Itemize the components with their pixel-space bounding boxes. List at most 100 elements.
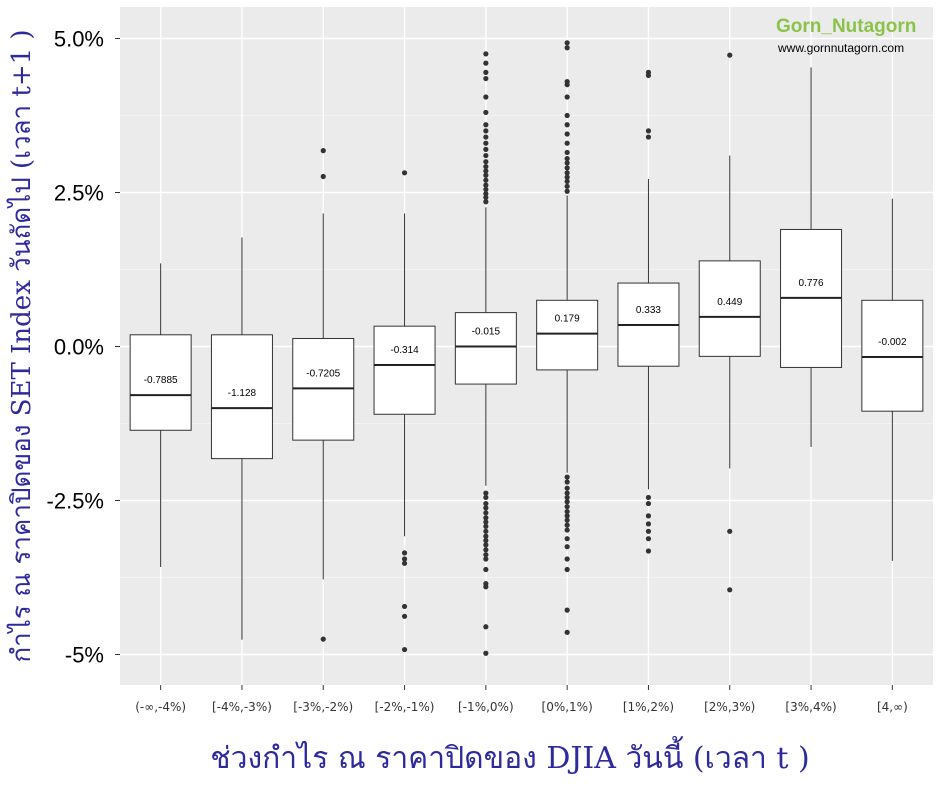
outlier-point xyxy=(320,148,326,154)
median-label: -1.128 xyxy=(228,388,257,399)
outlier-point xyxy=(483,515,489,521)
x-tick-label: [-4%,-3%) xyxy=(212,700,272,714)
outlier-point xyxy=(564,513,570,519)
outlier-point xyxy=(483,528,489,534)
outlier-point xyxy=(320,636,326,642)
box-group: -0.314 xyxy=(373,170,436,653)
outlier-point xyxy=(645,548,652,554)
outlier-point xyxy=(483,146,489,152)
outlier-point xyxy=(483,490,489,496)
outlier-point xyxy=(483,128,489,134)
outlier-point xyxy=(483,51,489,57)
outlier-point xyxy=(564,160,570,166)
box-group: -0.002 xyxy=(861,198,924,561)
outlier-point xyxy=(564,479,570,485)
x-tick-label: [2%,3%) xyxy=(704,700,755,714)
outlier-point xyxy=(483,168,489,174)
x-axis-label: ช่วงกำไร ณ ราคาปิดของ DJIA วันนี้ (เวลา … xyxy=(210,736,809,776)
outlier-point xyxy=(564,82,570,88)
outlier-point xyxy=(564,112,570,119)
y-tick-label: 0.0% xyxy=(54,335,104,360)
outlier-point xyxy=(483,182,489,188)
outlier-point xyxy=(483,191,489,197)
outlier-point xyxy=(645,494,652,501)
x-axis-ticks: (-∞,-4%) [-4%,-3%) [-3%,-2%) [-2%,-1%) [-1%,… xyxy=(135,685,908,714)
outlier-point xyxy=(564,527,570,533)
outlier-point xyxy=(483,533,489,539)
box xyxy=(698,260,761,357)
watermark: Gorn_Nutagorn www.gornnutagorn.com xyxy=(776,16,916,55)
outlier-point xyxy=(564,485,570,491)
outlier-point xyxy=(483,537,489,544)
outlier-point xyxy=(564,536,570,542)
outlier-point xyxy=(564,165,570,171)
outlier-point xyxy=(564,45,570,51)
box-group: 0.179 xyxy=(536,40,599,635)
outlier-point xyxy=(564,499,570,505)
outlier-point xyxy=(564,174,570,180)
watermark-brand: Gorn_Nutagorn xyxy=(776,16,916,37)
outlier-point xyxy=(483,542,489,548)
outlier-point xyxy=(483,566,489,573)
x-tick-label: [3%,4%) xyxy=(785,700,836,714)
outlier-point xyxy=(483,547,489,553)
outlier-point xyxy=(645,134,652,140)
outlier-point xyxy=(401,603,408,610)
outlier-point xyxy=(401,646,408,653)
outlier-point xyxy=(483,75,489,82)
outlier-point xyxy=(483,523,489,529)
x-tick-label: [-2%,-1%) xyxy=(375,700,435,714)
outlier-point xyxy=(564,94,570,100)
y-tick-label: -5% xyxy=(65,643,104,668)
outlier-point xyxy=(645,513,652,519)
x-tick-label: [-1%,0%) xyxy=(458,700,514,714)
outlier-point xyxy=(401,550,408,556)
outlier-point xyxy=(645,521,652,527)
box xyxy=(373,325,436,415)
box-group: 0.449 xyxy=(698,52,761,593)
outlier-point xyxy=(483,519,489,525)
outlier-point xyxy=(483,510,489,516)
median-label: 0.776 xyxy=(799,278,824,289)
outlier-point xyxy=(401,613,408,619)
outlier-point xyxy=(564,494,570,501)
outlier-point xyxy=(483,172,489,178)
y-axis-ticks: 5.0% 2.5% 0.0% -2.5% -5% xyxy=(47,27,120,668)
outlier-point xyxy=(564,629,570,635)
outlier-point xyxy=(564,504,570,510)
outlier-point xyxy=(564,607,570,613)
box xyxy=(129,334,192,431)
outlier-point xyxy=(401,170,408,176)
outlier-point xyxy=(645,128,652,134)
outlier-point xyxy=(564,140,570,146)
outlier-point xyxy=(564,122,570,128)
outlier-point xyxy=(483,624,489,630)
outlier-point xyxy=(483,584,489,590)
outlier-point xyxy=(645,528,652,534)
outlier-point xyxy=(727,528,733,534)
box xyxy=(536,299,599,371)
outlier-point xyxy=(483,152,489,159)
x-tick-label: [4,∞) xyxy=(877,700,908,714)
outlier-point xyxy=(483,60,489,66)
outlier-point xyxy=(483,134,489,140)
outlier-point xyxy=(483,650,489,656)
outlier-point xyxy=(564,544,570,550)
outlier-point xyxy=(483,69,489,75)
outlier-point xyxy=(564,170,570,176)
box-group: 0.776 xyxy=(780,67,843,447)
outlier-point xyxy=(483,552,489,558)
outlier-point xyxy=(483,164,489,170)
outlier-point xyxy=(564,517,570,523)
box-group: -0.015 xyxy=(454,51,517,656)
y-tick-label: 5.0% xyxy=(54,27,104,52)
box-group: 0.333 xyxy=(617,69,680,554)
box xyxy=(210,334,273,460)
outlier-point xyxy=(564,178,570,185)
outlier-point xyxy=(483,500,489,507)
outlier-point xyxy=(564,474,570,480)
box-group: -0.7885 xyxy=(129,263,192,568)
outlier-point xyxy=(645,536,652,542)
box-group: -1.128 xyxy=(210,237,273,640)
